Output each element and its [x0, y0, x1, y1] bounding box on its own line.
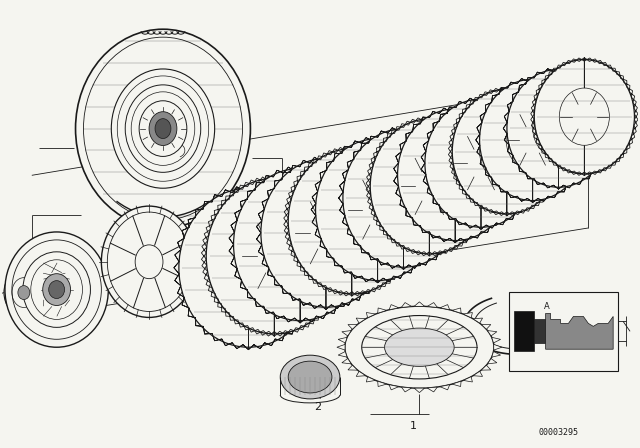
Polygon shape	[481, 365, 491, 370]
Ellipse shape	[345, 306, 494, 388]
Polygon shape	[492, 352, 500, 357]
Ellipse shape	[125, 85, 201, 172]
Polygon shape	[389, 385, 399, 390]
Polygon shape	[440, 305, 450, 310]
Ellipse shape	[173, 237, 217, 289]
Polygon shape	[427, 302, 437, 307]
Ellipse shape	[371, 119, 488, 254]
Ellipse shape	[43, 274, 70, 306]
Ellipse shape	[453, 131, 509, 195]
Ellipse shape	[293, 196, 358, 270]
Ellipse shape	[507, 69, 610, 187]
Polygon shape	[366, 312, 376, 318]
Ellipse shape	[101, 206, 196, 318]
Polygon shape	[356, 318, 366, 323]
Polygon shape	[481, 324, 491, 329]
Polygon shape	[427, 387, 437, 392]
Bar	[514, 311, 534, 351]
Ellipse shape	[139, 101, 187, 156]
Polygon shape	[338, 352, 347, 357]
Polygon shape	[366, 377, 376, 382]
Polygon shape	[356, 371, 366, 376]
Ellipse shape	[188, 255, 202, 271]
Polygon shape	[440, 385, 450, 390]
Bar	[534, 319, 545, 343]
Polygon shape	[473, 318, 483, 323]
Ellipse shape	[155, 119, 171, 138]
Polygon shape	[342, 331, 351, 336]
Text: 00003295: 00003295	[538, 428, 579, 437]
Ellipse shape	[347, 174, 409, 245]
Ellipse shape	[214, 228, 284, 307]
Polygon shape	[342, 358, 351, 364]
Polygon shape	[401, 387, 412, 392]
Polygon shape	[452, 381, 461, 387]
Ellipse shape	[5, 232, 108, 347]
Ellipse shape	[479, 79, 586, 201]
Ellipse shape	[532, 99, 584, 158]
Ellipse shape	[452, 89, 561, 214]
Polygon shape	[463, 312, 472, 318]
Ellipse shape	[343, 129, 464, 267]
Ellipse shape	[426, 142, 484, 208]
Polygon shape	[337, 345, 345, 350]
Ellipse shape	[267, 207, 333, 283]
Ellipse shape	[425, 99, 537, 227]
Bar	[509, 292, 618, 371]
Ellipse shape	[261, 159, 391, 307]
Ellipse shape	[280, 355, 340, 399]
Text: A: A	[544, 302, 550, 310]
Ellipse shape	[373, 164, 434, 233]
Polygon shape	[488, 358, 497, 364]
Polygon shape	[545, 314, 613, 349]
Ellipse shape	[149, 112, 177, 146]
Ellipse shape	[320, 185, 383, 258]
Ellipse shape	[288, 361, 332, 393]
Ellipse shape	[23, 252, 90, 327]
Ellipse shape	[4, 269, 44, 316]
Polygon shape	[414, 388, 424, 392]
Ellipse shape	[288, 149, 415, 294]
Polygon shape	[463, 377, 472, 382]
Polygon shape	[492, 337, 500, 343]
Polygon shape	[348, 365, 358, 370]
Polygon shape	[414, 302, 424, 306]
Polygon shape	[452, 308, 461, 313]
Ellipse shape	[534, 60, 634, 174]
Ellipse shape	[234, 168, 367, 321]
Polygon shape	[473, 371, 483, 376]
Ellipse shape	[316, 139, 440, 280]
Ellipse shape	[179, 188, 318, 347]
Ellipse shape	[76, 29, 250, 228]
Ellipse shape	[49, 280, 65, 298]
Ellipse shape	[362, 315, 477, 379]
Ellipse shape	[385, 328, 454, 366]
Ellipse shape	[397, 109, 513, 241]
Text: 1: 1	[410, 421, 417, 431]
Polygon shape	[378, 308, 387, 313]
Ellipse shape	[206, 178, 342, 334]
Ellipse shape	[18, 286, 30, 300]
Polygon shape	[378, 381, 387, 387]
Polygon shape	[338, 337, 347, 343]
Polygon shape	[389, 305, 399, 310]
Polygon shape	[348, 324, 358, 329]
Ellipse shape	[135, 245, 163, 279]
Ellipse shape	[479, 121, 534, 183]
Polygon shape	[493, 345, 502, 350]
Text: 2: 2	[314, 402, 321, 412]
Polygon shape	[401, 302, 412, 307]
Ellipse shape	[400, 153, 459, 220]
Ellipse shape	[559, 88, 609, 145]
Text: 1: 1	[287, 171, 294, 181]
Ellipse shape	[240, 217, 308, 295]
Ellipse shape	[506, 110, 559, 170]
Polygon shape	[488, 331, 497, 336]
Ellipse shape	[111, 69, 214, 188]
